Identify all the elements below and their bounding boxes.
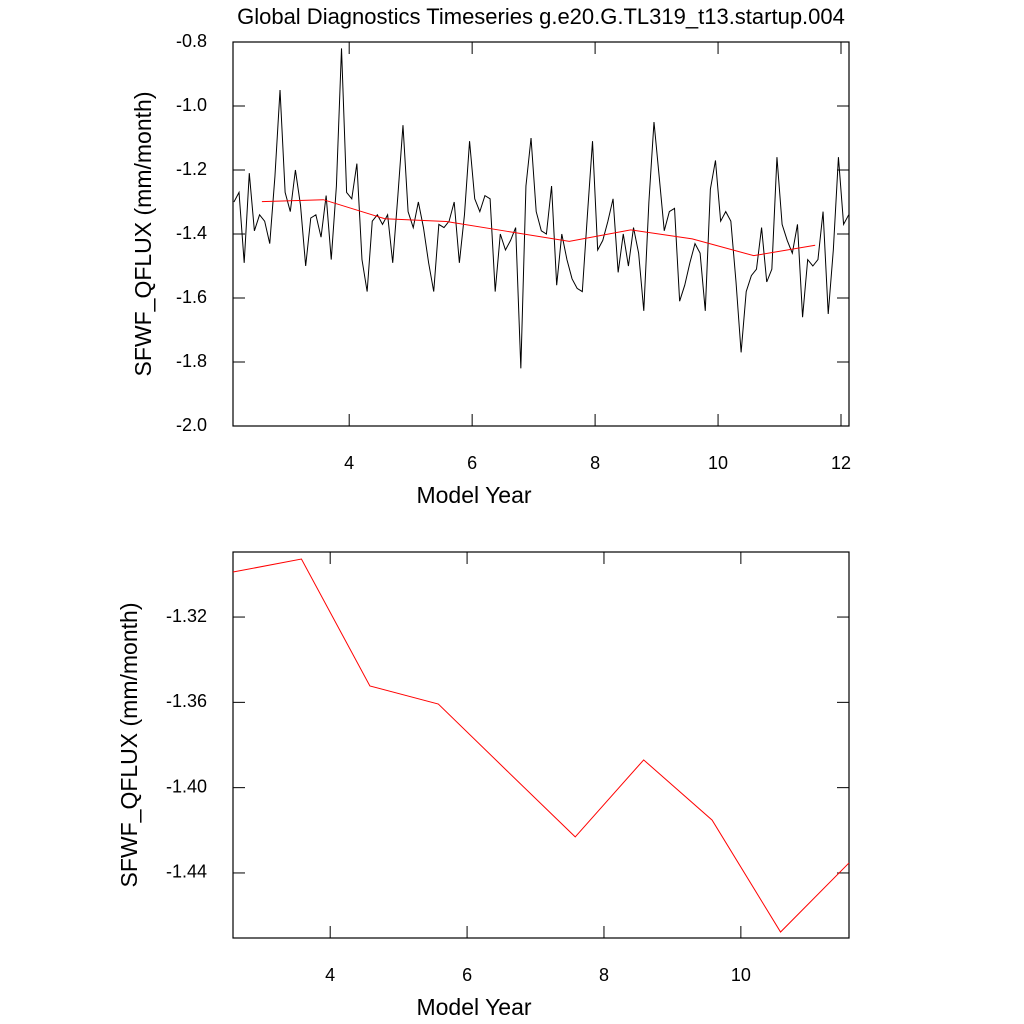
- x-axis-title: Model Year: [416, 482, 531, 508]
- x-tick-label: 10: [708, 453, 728, 473]
- y-tick-label: -1.2: [176, 159, 207, 179]
- x-axis-title: Model Year: [416, 994, 531, 1020]
- series-line: [233, 48, 850, 369]
- y-tick-label: -1.4: [176, 223, 207, 243]
- y-tick-label: -1.0: [176, 95, 207, 115]
- series-line: [261, 199, 816, 257]
- y-tick-label: -1.8: [176, 351, 207, 371]
- x-tick-label: 12: [831, 453, 851, 473]
- y-tick-label: -0.8: [176, 31, 207, 51]
- x-tick-label: 6: [462, 965, 472, 985]
- y-tick-label: -1.36: [166, 691, 207, 711]
- y-tick-label: -1.40: [166, 776, 207, 796]
- y-tick-label: -1.6: [176, 287, 207, 307]
- x-tick-label: 10: [731, 965, 751, 985]
- chart-title: Global Diagnostics Timeseries g.e20.G.TL…: [237, 4, 845, 29]
- x-tick-label: 8: [590, 453, 600, 473]
- y-axis-title: SFWF_QFLUX (mm/month): [130, 92, 156, 377]
- plot-frame: [232, 41, 850, 427]
- x-tick-label: 8: [599, 965, 609, 985]
- x-tick-label: 6: [467, 453, 477, 473]
- x-tick-label: 4: [344, 453, 354, 473]
- y-tick-label: -2.0: [176, 415, 207, 435]
- y-tick-label: -1.44: [166, 862, 207, 882]
- plot-frame: [232, 551, 850, 939]
- y-axis-title: SFWF_QFLUX (mm/month): [116, 603, 142, 888]
- series-line: [232, 558, 850, 933]
- x-tick-label: 4: [325, 965, 335, 985]
- y-tick-label: -1.32: [166, 606, 207, 626]
